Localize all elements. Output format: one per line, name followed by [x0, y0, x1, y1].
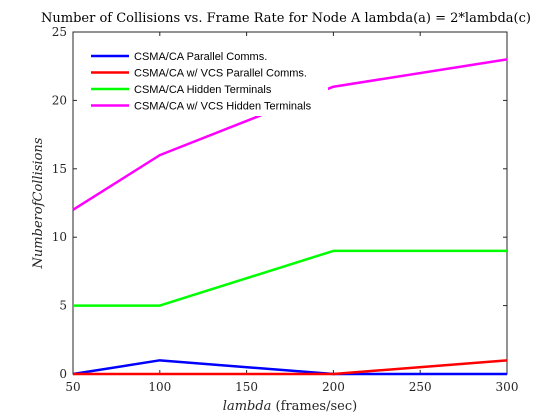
x-tick-label: 250	[409, 380, 432, 394]
legend-entry-label: CSMA/CA w/ VCS Parallel Comms.	[134, 68, 307, 80]
y-tick-label: 5	[59, 299, 67, 313]
series-line-2	[73, 359, 508, 376]
series-line-1	[72, 359, 507, 376]
legend-entry-label: CSMA/CA w/ VCS Hidden Terminals	[134, 101, 312, 113]
legend-entry-label: CSMA/CA Hidden Terminals	[134, 84, 272, 96]
y-axis-label: NumberofCollisions	[31, 137, 46, 269]
legend-entry-label: CSMA/CA Parallel Comms.	[134, 51, 267, 63]
series-line-4	[72, 58, 508, 211]
x-axis-label-units: (frames/sec)	[271, 399, 357, 414]
x-axis-label-italic: lambda	[223, 399, 272, 414]
chart-title: Number of Collisions vs. Frame Rate for …	[41, 11, 531, 26]
legend-box	[84, 42, 328, 116]
x-tick-label: 100	[148, 380, 171, 394]
y-tick-label: 0	[59, 367, 67, 381]
x-tick-label: 50	[65, 380, 80, 394]
y-tick-label: 20	[52, 93, 67, 107]
x-axis-label: lambda (frames/sec)	[223, 399, 357, 414]
legend: CSMA/CA Parallel Comms. CSMA/CA w/ VCS Pa…	[84, 42, 328, 116]
series-line-3	[73, 249, 507, 307]
series-lines	[72, 58, 508, 376]
y-tick-label: 10	[52, 230, 67, 244]
x-tick-label: 150	[235, 380, 258, 394]
x-tick-label: 200	[322, 380, 345, 394]
y-tick-label: 25	[52, 25, 67, 39]
x-tick-label: 300	[496, 380, 519, 394]
y-tick-label: 15	[52, 162, 67, 176]
